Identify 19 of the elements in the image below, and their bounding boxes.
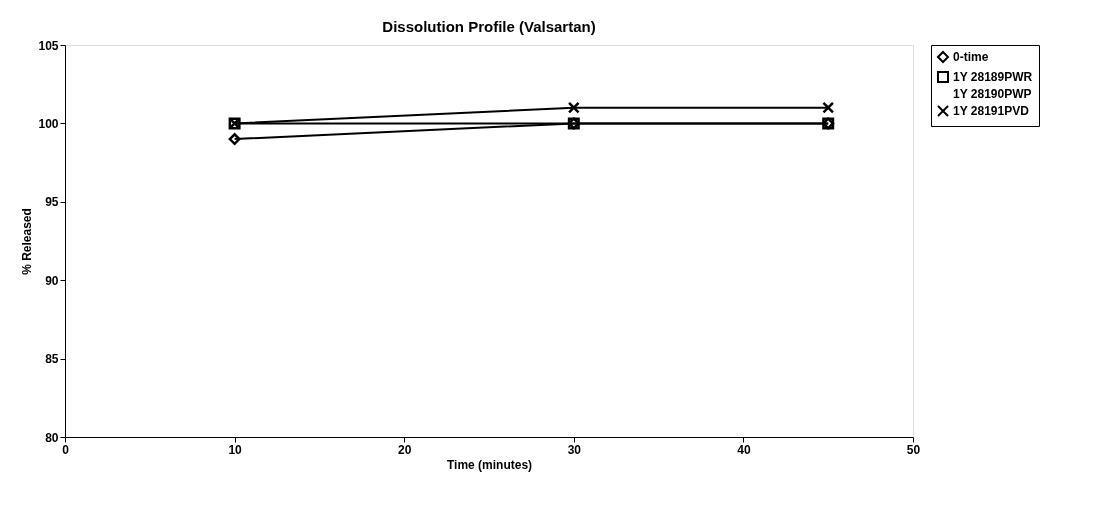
- y-axis-title: % Released: [20, 208, 35, 275]
- y-tick-label: 100: [38, 116, 59, 131]
- x-tick-label: 0: [62, 442, 70, 457]
- chart-title: Dissolution Profile (Valsartan): [382, 18, 596, 35]
- y-tick-label: 90: [45, 273, 59, 288]
- x-tick-label: 50: [906, 442, 921, 457]
- x-tick-label: 20: [398, 442, 412, 457]
- y-tick-label: 80: [45, 430, 59, 445]
- text: 1Y 28190PWP: [953, 87, 1032, 101]
- x-tick-label: 40: [737, 442, 751, 457]
- x-axis-title: Time (minutes): [446, 457, 533, 472]
- y-tick-label: 85: [45, 352, 59, 367]
- x-tick-label: 10: [228, 442, 243, 457]
- x-tick-label: 30: [567, 442, 582, 457]
- legend-label: 0-time: [953, 50, 989, 64]
- y-tick-label: 95: [45, 195, 59, 210]
- legend-label: 1Y 28189PWR: [953, 70, 1033, 84]
- legend-label: 1Y 28191PVD: [953, 104, 1030, 118]
- y-tick-label: 105: [38, 38, 59, 53]
